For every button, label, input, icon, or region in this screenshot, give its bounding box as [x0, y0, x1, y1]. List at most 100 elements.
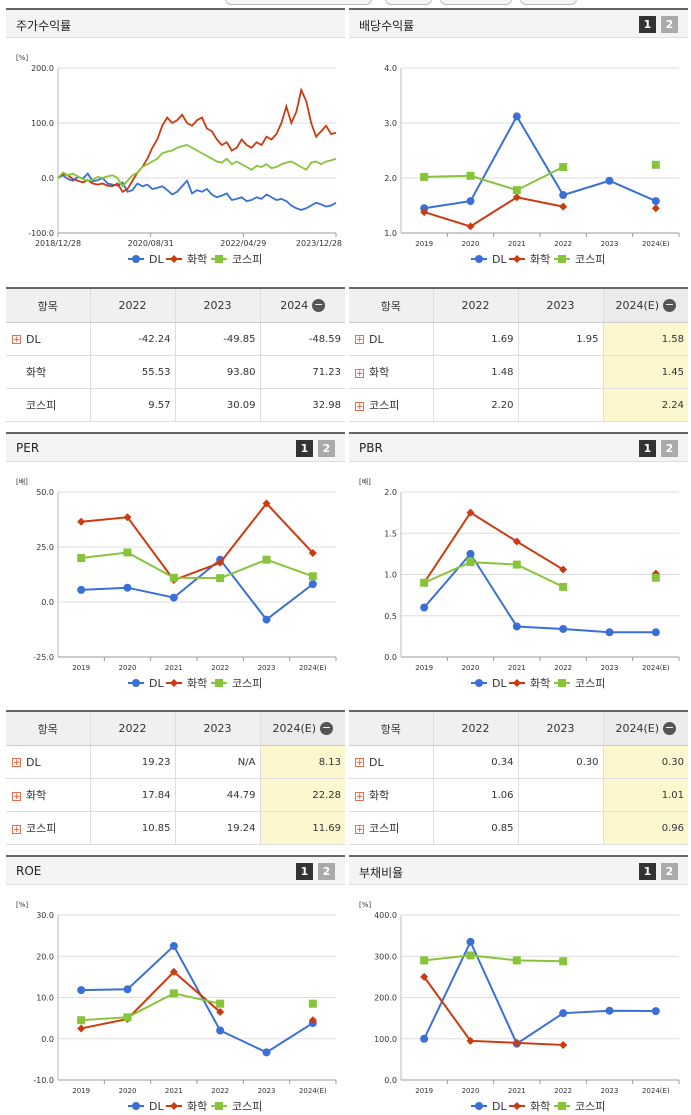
data-point-kospi — [77, 1016, 86, 1025]
chart-mode-2-button[interactable]: 2 — [661, 863, 678, 880]
data-point-dl — [475, 1102, 483, 1110]
data-point-dl — [512, 112, 521, 121]
y-axis-unit-label: [%] — [359, 901, 371, 909]
x-tick-label: 2020/08/31 — [128, 239, 174, 248]
row-name: 코스피 — [369, 822, 400, 835]
series-line-kospi — [81, 992, 221, 1022]
cell-value: 1.45 — [602, 355, 688, 389]
chart-mode-1-button[interactable]: 1 — [639, 863, 656, 880]
legend-label-kospi: 코스피 — [232, 1100, 262, 1113]
top-button[interactable] — [520, 0, 577, 5]
table-row: + DL 19.23 N/A 8.13 — [6, 745, 345, 779]
top-button[interactable] — [385, 0, 432, 5]
series-line-kospi — [423, 561, 564, 588]
data-point-dl — [77, 986, 86, 995]
chart-mode-2-button[interactable]: 2 — [318, 863, 335, 880]
col-header: 2022 — [89, 710, 175, 746]
panel-header: ROE 1 2 — [6, 855, 345, 885]
data-point-kospi — [216, 999, 225, 1008]
chart-mode-1-button[interactable]: 1 — [296, 440, 313, 457]
data-point-chem — [123, 513, 132, 522]
expand-plus-icon[interactable]: + — [355, 401, 364, 412]
collapse-minus-icon[interactable]: − — [663, 721, 677, 736]
row-label: + 화학 — [6, 778, 90, 812]
x-tick-label: 2019 — [415, 240, 433, 248]
chart-mode-1-button[interactable]: 1 — [639, 16, 656, 33]
data-point-dl — [475, 255, 483, 263]
data-point-kospi — [169, 573, 178, 582]
chart-mode-1-button[interactable]: 1 — [639, 440, 656, 457]
cell-value: 9.57 — [89, 388, 175, 422]
chart-mode-2-button[interactable]: 2 — [661, 16, 678, 33]
cell-value: 1.06 — [432, 778, 518, 812]
roe-panel: ROE 1 2 [%] 30.0 20.0 10.0 0.0 -10.0 2019 2020 2… — [6, 855, 345, 1113]
expand-plus-icon[interactable]: + — [12, 758, 21, 768]
data-point-kospi — [420, 172, 429, 181]
cell-value: N/A — [174, 745, 260, 779]
top-button[interactable] — [225, 0, 372, 5]
col-header: 항목 — [6, 287, 90, 323]
expand-plus-icon[interactable]: + — [355, 368, 364, 379]
legend-label-kospi: 코스피 — [575, 253, 605, 266]
expand-plus-icon[interactable]: + — [355, 791, 364, 802]
col-header: 2023 — [174, 710, 260, 746]
expand-plus-icon[interactable]: + — [355, 335, 364, 345]
col-header: 2023 — [174, 287, 260, 323]
data-point-chem — [420, 972, 429, 981]
expand-plus-icon[interactable]: + — [12, 824, 21, 835]
data-point-chem — [466, 508, 475, 517]
per-chart: [배] 50.0 25.0 0.0 -25.0 2019 2020 2021 2022 2023 2… — [16, 477, 337, 690]
row-name: 코스피 — [369, 399, 400, 412]
x-tick-label: 2020 — [119, 664, 137, 672]
table-row: + DL 1.69 1.95 1.58 — [349, 322, 688, 356]
data-point-dl — [466, 197, 475, 206]
table-header: 항목 2022 2023 2024(E) − — [349, 287, 688, 323]
x-tick-label: 2022 — [211, 664, 229, 672]
expand-plus-icon[interactable]: + — [12, 335, 21, 345]
x-tick-label: 2022 — [554, 240, 572, 248]
cell-value: 44.79 — [174, 778, 260, 812]
row-name: 코스피 — [26, 822, 57, 835]
row-name: 화학 — [369, 789, 390, 802]
row-name: DL — [26, 332, 41, 346]
expand-plus-icon[interactable]: + — [355, 758, 364, 768]
data-point-chem — [216, 1007, 225, 1016]
debt-ratio-chart: [%]400.0 300.0 200.0 100.0 0.0 2019 2020 2021 20… — [359, 901, 680, 1113]
chart-mode-2-button[interactable]: 2 — [318, 440, 335, 457]
x-tick-label: 2020 — [462, 664, 480, 672]
expand-plus-icon[interactable]: + — [12, 791, 21, 802]
panel-title: 주가수익률 — [16, 19, 72, 33]
top-button[interactable] — [440, 0, 512, 5]
series-line-chem — [57, 87, 337, 193]
series-line-kospi — [424, 954, 564, 963]
y-tick-label: 400.0 — [374, 911, 397, 920]
data-point-kospi — [308, 572, 317, 581]
row-label: + DL — [349, 322, 433, 356]
pbr-chart: [배] 2.0 1.5 1.0 0.5 0.0 2019 2020 2021 2022 2023 20… — [359, 477, 680, 690]
collapse-minus-icon[interactable]: − — [320, 721, 334, 736]
data-point-chem — [262, 499, 271, 508]
collapse-minus-icon[interactable]: − — [663, 298, 677, 313]
col-header-2024: 2024− — [259, 287, 345, 323]
data-point-dl — [123, 985, 132, 994]
x-tick-label: 2020 — [462, 1087, 480, 1095]
data-point-dl — [77, 585, 86, 594]
data-point-chem — [512, 193, 521, 202]
data-point-dl — [605, 1006, 614, 1015]
cell-value: 32.98 — [259, 388, 345, 422]
data-point-dl — [420, 1034, 429, 1043]
data-point-chem — [559, 565, 568, 574]
x-tick-label: 2024(E) — [299, 664, 327, 672]
chart-mode-2-button[interactable]: 2 — [661, 440, 678, 457]
expand-plus-icon[interactable]: + — [355, 824, 364, 835]
data-point-dl — [420, 603, 429, 612]
col-header-label: 2024 — [280, 298, 309, 312]
data-point-kospi — [169, 989, 178, 998]
collapse-minus-icon[interactable]: − — [312, 298, 326, 313]
table-row: + 코스피 2.20 2.24 — [349, 388, 688, 422]
chart-mode-1-button[interactable]: 1 — [296, 863, 313, 880]
y-tick-label: 300.0 — [374, 952, 397, 961]
data-point-kospi — [559, 163, 568, 171]
series-line-kospi — [57, 144, 337, 188]
series-line-dl — [423, 552, 656, 634]
